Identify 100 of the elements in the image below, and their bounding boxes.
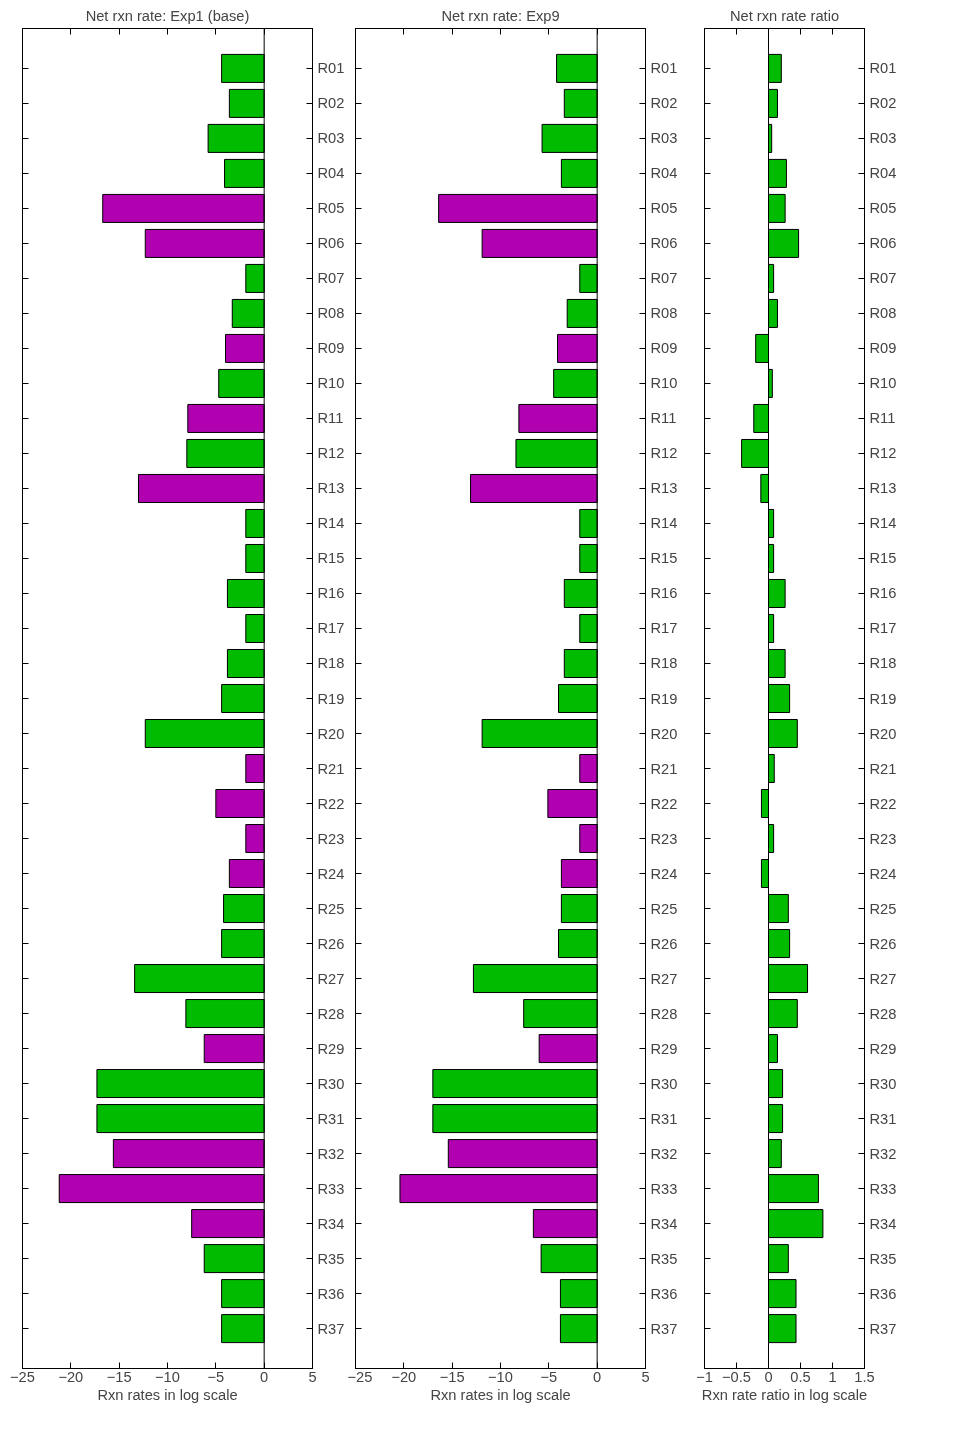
y-tick-label: R11 — [317, 410, 344, 427]
y-tick-label: R10 — [317, 375, 345, 392]
y-tick-label: R21 — [869, 760, 897, 777]
chart-title: Net rxn rate: Exp9 — [441, 7, 560, 24]
y-tick-label: R20 — [317, 725, 345, 742]
y-tick-label: R03 — [869, 130, 897, 147]
y-tick-label: R36 — [650, 1285, 678, 1302]
x-tick-label: 5 — [308, 1368, 317, 1385]
y-tick-label: R19 — [317, 690, 345, 707]
y-tick-label: R22 — [650, 795, 678, 812]
x-tick-label: −20 — [391, 1368, 417, 1385]
y-tick-label: R11 — [650, 410, 677, 427]
y-tick-label: R06 — [869, 235, 897, 252]
y-tick-label: R25 — [317, 900, 345, 917]
y-tick-label: R03 — [317, 130, 345, 147]
y-tick-label: R12 — [650, 445, 678, 462]
y-tick-label: R19 — [650, 690, 678, 707]
x-tick-label: 1 — [828, 1368, 837, 1385]
y-tick-label: R05 — [650, 200, 678, 217]
x-tick-label: −25 — [347, 1368, 373, 1385]
x-tick-label: 0 — [764, 1368, 773, 1385]
x-tick-label: −20 — [58, 1368, 84, 1385]
y-tick-label: R04 — [650, 165, 678, 182]
y-tick-label: R36 — [869, 1285, 897, 1302]
y-tick-label: R14 — [869, 515, 897, 532]
y-tick-label: R02 — [869, 95, 897, 112]
y-tick-label: R23 — [650, 830, 678, 847]
y-tick-label: R08 — [869, 305, 897, 322]
y-tick-label: R13 — [317, 480, 345, 497]
y-tick-label: R14 — [650, 515, 678, 532]
y-tick-label: R36 — [317, 1285, 345, 1302]
y-tick-label: R33 — [317, 1180, 345, 1197]
x-tick-label: −15 — [439, 1368, 465, 1385]
y-tick-label: R07 — [869, 270, 897, 287]
y-tick-label: R21 — [317, 760, 345, 777]
y-tick-label: R26 — [869, 935, 897, 952]
x-tick-label: −5 — [540, 1368, 558, 1385]
y-tick-label: R15 — [869, 550, 897, 567]
x-tick-label: 0 — [260, 1368, 269, 1385]
y-tick-label: R27 — [869, 970, 897, 987]
y-tick-label: R18 — [317, 655, 345, 672]
y-tick-label: R17 — [650, 620, 678, 637]
x-axis-title: Rxn rates in log scale — [430, 1386, 571, 1403]
y-tick-label: R02 — [317, 95, 345, 112]
y-tick-label: R35 — [869, 1250, 897, 1267]
y-tick-label: R24 — [650, 865, 678, 882]
x-tick-label: 0 — [593, 1368, 602, 1385]
y-tick-label: R21 — [650, 760, 678, 777]
y-tick-label: R29 — [869, 1040, 897, 1057]
y-tick-label: R01 — [869, 60, 897, 77]
chart-title: Net rxn rate: Exp1 (base) — [85, 7, 250, 24]
chart-title: Net rxn rate ratio — [729, 7, 840, 24]
y-tick-label: R18 — [650, 655, 678, 672]
y-tick-label: R23 — [317, 830, 345, 847]
y-tick-label: R31 — [317, 1110, 345, 1127]
y-tick-label: R06 — [650, 235, 678, 252]
x-tick-label: −5 — [207, 1368, 225, 1385]
y-tick-label: R37 — [650, 1320, 678, 1337]
y-tick-label: R03 — [650, 130, 678, 147]
y-tick-label: R09 — [317, 340, 345, 357]
y-tick-label: R29 — [650, 1040, 678, 1057]
y-tick-label: R02 — [650, 95, 678, 112]
x-tick-label: −10 — [155, 1368, 180, 1385]
y-tick-label: R01 — [650, 60, 678, 77]
y-tick-label: R12 — [869, 445, 897, 462]
y-tick-label: R32 — [317, 1145, 345, 1162]
y-tick-label: R14 — [317, 515, 345, 532]
y-tick-label: R34 — [317, 1215, 345, 1232]
y-tick-label: R26 — [317, 935, 345, 952]
y-tick-label: R28 — [317, 1005, 345, 1022]
y-tick-label: R08 — [650, 305, 678, 322]
x-axis-title: Rxn rate ratio in log scale — [701, 1386, 868, 1403]
y-tick-label: R25 — [869, 900, 897, 917]
x-tick-label: −1 — [696, 1368, 713, 1385]
x-tick-label: 5 — [641, 1368, 650, 1385]
y-tick-label: R24 — [317, 865, 345, 882]
y-tick-label: R12 — [317, 445, 345, 462]
y-tick-label: R07 — [650, 270, 678, 287]
y-tick-label: R09 — [869, 340, 897, 357]
y-tick-label: R25 — [650, 900, 678, 917]
y-tick-label: R09 — [650, 340, 678, 357]
y-tick-label: R11 — [869, 410, 896, 427]
y-tick-label: R16 — [650, 585, 678, 602]
y-tick-label: R24 — [869, 865, 897, 882]
y-tick-label: R20 — [650, 725, 678, 742]
y-tick-label: R01 — [317, 60, 345, 77]
y-tick-label: R37 — [869, 1320, 897, 1337]
y-tick-label: R23 — [869, 830, 897, 847]
y-tick-label: R17 — [317, 620, 345, 637]
y-tick-label: R17 — [869, 620, 897, 637]
y-tick-label: R35 — [650, 1250, 678, 1267]
y-tick-label: R05 — [869, 200, 897, 217]
y-tick-label: R04 — [869, 165, 897, 182]
y-tick-label: R13 — [869, 480, 897, 497]
x-tick-label: 0.5 — [790, 1368, 811, 1385]
y-tick-label: R10 — [869, 375, 897, 392]
y-tick-label: R28 — [869, 1005, 897, 1022]
y-tick-label: R32 — [869, 1145, 897, 1162]
y-tick-label: R30 — [650, 1075, 678, 1092]
y-tick-label: R27 — [650, 970, 678, 987]
